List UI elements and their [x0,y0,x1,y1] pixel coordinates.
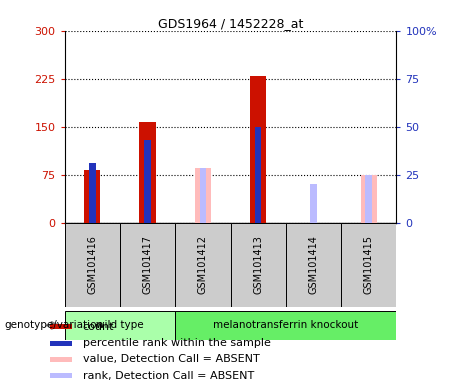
Text: melanotransferrin knockout: melanotransferrin knockout [213,320,359,331]
Bar [50,373,72,378]
Text: GSM101414: GSM101414 [308,235,319,295]
Text: GSM101415: GSM101415 [364,235,374,295]
Bar [65,223,120,307]
Bar [341,223,396,307]
Bar [139,122,156,223]
Text: GSM101417: GSM101417 [142,235,153,295]
Bar [361,175,377,223]
Bar [230,223,286,307]
Text: percentile rank within the sample: percentile rank within the sample [83,338,271,348]
Bar [84,170,100,223]
Bar [255,127,261,223]
Title: GDS1964 / 1452228_at: GDS1964 / 1452228_at [158,17,303,30]
Bar [175,223,230,307]
Text: GSM101413: GSM101413 [253,235,263,295]
Text: GSM101416: GSM101416 [87,235,97,295]
Text: genotype/variation: genotype/variation [5,320,104,331]
Bar [65,311,175,340]
Bar [50,341,72,346]
Bar [286,223,341,307]
Bar [144,139,151,223]
Bar [120,223,175,307]
Text: GSM101412: GSM101412 [198,235,208,295]
Bar [195,168,211,223]
Bar [366,175,372,223]
Bar [200,168,206,223]
Text: count: count [83,322,114,332]
Bar [175,311,396,340]
Bar [310,184,317,223]
Text: value, Detection Call = ABSENT: value, Detection Call = ABSENT [83,354,260,364]
Bar [89,163,95,223]
Bar [50,324,72,329]
Text: rank, Detection Call = ABSENT: rank, Detection Call = ABSENT [83,371,254,381]
Bar [250,76,266,223]
Bar [50,357,72,362]
Text: wild type: wild type [96,320,144,331]
